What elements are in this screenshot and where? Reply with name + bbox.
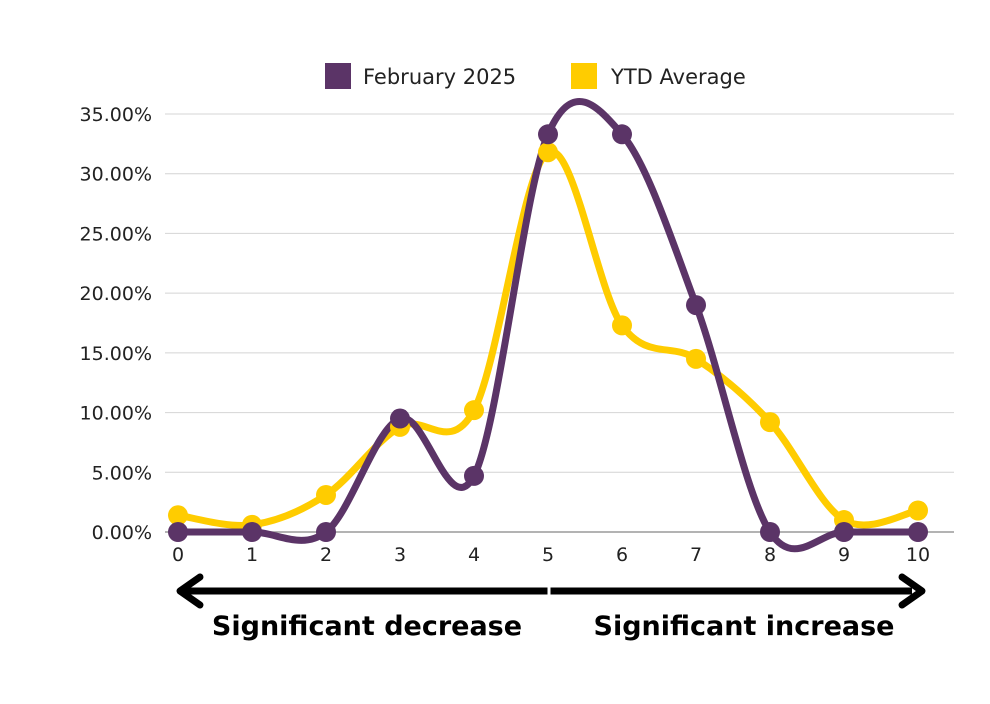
y-tick-label: 30.00% [80,164,152,186]
legend-label-ytd-average: YTD Average [610,65,746,89]
point-february-2025-3 [390,408,410,429]
y-tick-label: 25.00% [80,223,152,245]
series-lines [174,97,922,553]
y-tick-label: 5.00% [92,462,152,484]
point-february-2025-4 [464,465,484,486]
point-ytd-average-0 [168,505,188,526]
y-tick-label: 35.00% [80,104,152,126]
x-tick-label: 3 [394,544,406,566]
point-february-2025-7 [686,295,706,316]
annotation-significant-increase: Significant increase [594,611,895,642]
legend-label-february-2025: February 2025 [363,65,516,89]
point-february-2025-10 [908,522,928,542]
x-tick-label: 7 [690,544,702,566]
point-february-2025-1 [242,522,262,542]
x-tick-label: 10 [906,544,930,566]
x-tick-label: 2 [320,544,332,566]
x-tick-label: 9 [838,544,850,566]
point-ytd-average-8 [760,412,780,433]
point-ytd-average-10 [908,500,928,521]
series-line-ytd-average [174,147,922,529]
direction-arrow [176,573,926,609]
x-tick-label: 0 [172,544,184,566]
x-axis-tick-labels: 0 1 2 3 4 5 6 7 8 9 10 [172,544,930,566]
y-tick-label: 15.00% [80,343,152,365]
point-february-2025-5 [538,124,558,145]
point-february-2025-8 [760,522,780,542]
point-february-2025-0 [168,522,188,542]
gridlines [165,113,954,533]
point-ytd-average-7 [686,348,706,369]
legend-swatch-ytd-average [571,63,597,89]
legend: February 2025 YTD Average [325,63,746,89]
point-ytd-average-2 [316,484,336,505]
point-ytd-average-4 [464,400,484,421]
x-tick-label: 1 [246,544,258,566]
legend-swatch-february-2025 [325,63,351,89]
y-tick-label: 20.00% [80,283,152,305]
x-tick-label: 8 [764,544,776,566]
point-ytd-average-6 [612,315,632,336]
point-ytd-average-5 [538,142,558,163]
annotation-significant-decrease: Significant decrease [212,611,522,642]
point-february-2025-2 [316,522,336,542]
y-tick-label: 0.00% [92,522,152,544]
y-axis-tick-labels: 0.00% 5.00% 10.00% 15.00% 20.00% 25.00% 30.00%… [80,104,152,544]
point-february-2025-6 [612,124,632,145]
point-february-2025-9 [834,522,854,542]
series-points [168,124,928,542]
x-tick-label: 6 [616,544,628,566]
arrow-head-right [898,573,926,609]
arrow-head-left [176,573,204,609]
y-tick-label: 10.00% [80,403,152,425]
x-tick-label: 5 [542,544,554,566]
x-tick-label: 4 [468,544,480,566]
